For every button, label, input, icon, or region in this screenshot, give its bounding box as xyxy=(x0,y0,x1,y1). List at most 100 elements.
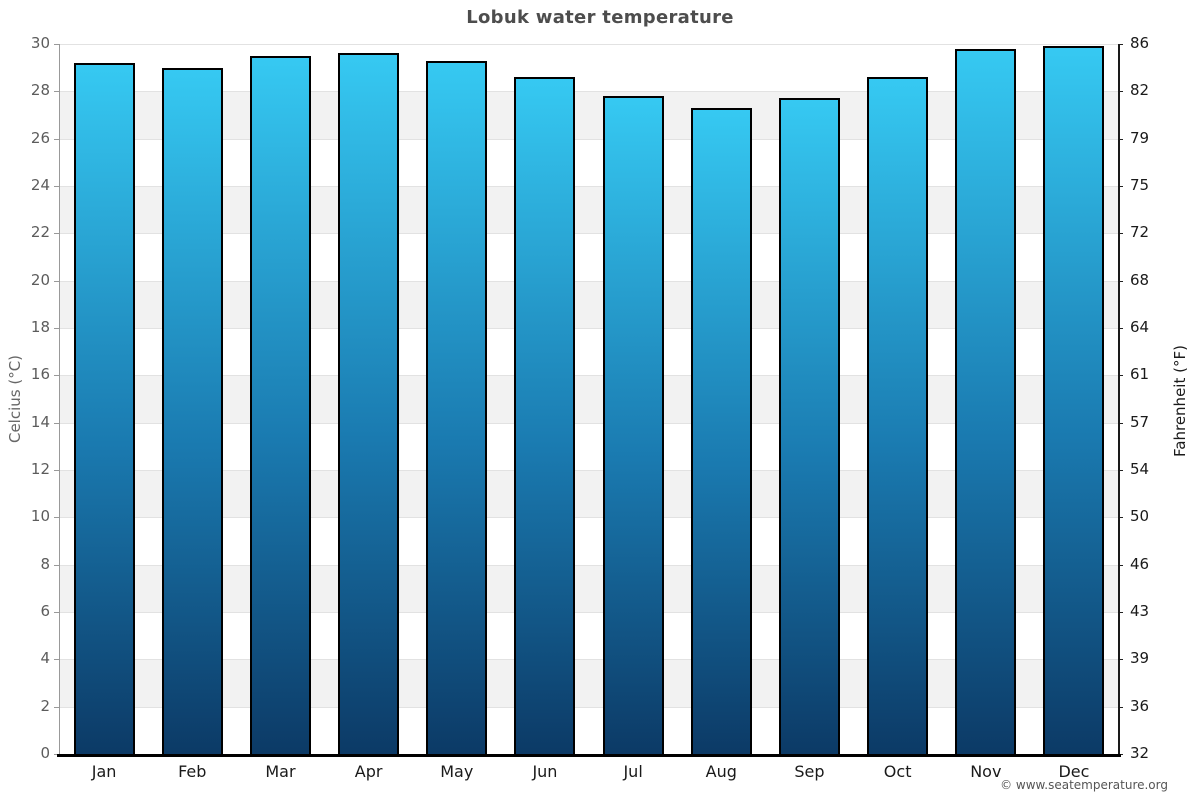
celsius-tick-mark xyxy=(54,91,60,93)
x-axis-label-oct: Oct xyxy=(883,762,912,781)
celsius-tick-label: 4 xyxy=(40,649,50,668)
bar-nov xyxy=(955,48,1017,754)
celsius-tick-mark xyxy=(54,44,60,45)
bar-slot-jan xyxy=(60,44,148,754)
grid-band xyxy=(60,91,1118,139)
celsius-tick-mark xyxy=(54,186,60,187)
bar-slot-may xyxy=(413,44,501,754)
x-axis-label-aug: Aug xyxy=(705,762,737,781)
celsius-tick-mark xyxy=(54,375,60,377)
grid-band xyxy=(60,706,1118,754)
celsius-tick-label: 14 xyxy=(30,412,50,431)
bar-slot-nov xyxy=(942,44,1030,754)
celsius-tick-mark xyxy=(54,328,60,329)
chart-title: Lobuk water temperature xyxy=(466,7,734,28)
bar-mar xyxy=(249,55,311,754)
bar-jul xyxy=(602,96,664,754)
grid-band xyxy=(60,659,1118,707)
bar-slot-aug xyxy=(677,44,765,754)
celsius-tick-mark xyxy=(54,280,60,282)
fahrenheit-tick-label: 57 xyxy=(1130,412,1150,431)
celsius-tick-label: 16 xyxy=(30,365,50,384)
bar-series xyxy=(60,44,1118,754)
fahrenheit-tick-label: 46 xyxy=(1130,554,1150,573)
bar-slot-feb xyxy=(148,44,236,754)
x-axis-label-jan: Jan xyxy=(91,762,117,781)
fahrenheit-tick-mark xyxy=(1118,91,1123,93)
y-axis-title-celsius: Celcius (°C) xyxy=(6,354,24,444)
celsius-tick-label: 10 xyxy=(30,507,50,526)
grid-band xyxy=(60,233,1118,281)
x-axis-label-apr: Apr xyxy=(354,762,383,781)
fahrenheit-tick-mark xyxy=(1118,422,1123,424)
celsius-tick-label: 24 xyxy=(30,176,50,194)
celsius-tick-label: 28 xyxy=(30,81,50,100)
x-axis-label-dec: Dec xyxy=(1058,762,1090,781)
grid-band xyxy=(60,517,1118,565)
fahrenheit-tick-label: 79 xyxy=(1130,128,1150,147)
x-axis-label-jun: Jun xyxy=(532,762,558,781)
x-axis-label-nov: Nov xyxy=(970,762,1002,781)
bar-may xyxy=(426,60,488,754)
fahrenheit-tick-mark xyxy=(1118,328,1123,329)
celsius-tick-label: 0 xyxy=(40,744,50,762)
y-axis-title-fahrenheit: Fahrenheit (°F) xyxy=(1171,345,1189,457)
bar-feb xyxy=(161,67,223,754)
grid-band xyxy=(60,44,1118,92)
fahrenheit-tick-mark xyxy=(1118,564,1123,566)
celsius-tick-mark xyxy=(54,422,60,424)
fahrenheit-tick-mark xyxy=(1118,612,1123,613)
bar-sep xyxy=(778,98,840,754)
celsius-tick-label: 18 xyxy=(30,318,50,336)
fahrenheit-tick-label: 61 xyxy=(1130,365,1150,384)
bar-apr xyxy=(338,53,400,754)
grid-band xyxy=(60,328,1118,376)
x-axis-label-sep: Sep xyxy=(794,762,825,781)
fahrenheit-tick-mark xyxy=(1118,44,1123,45)
bar-slot-mar xyxy=(236,44,324,754)
fahrenheit-tick-mark xyxy=(1118,470,1123,471)
celsius-tick-label: 20 xyxy=(30,270,50,289)
celsius-tick-label: 22 xyxy=(30,223,50,242)
fahrenheit-tick-mark xyxy=(1118,186,1123,187)
bar-slot-oct xyxy=(854,44,942,754)
x-axis-line xyxy=(57,754,1121,757)
celsius-tick-label: 12 xyxy=(30,460,50,478)
fahrenheit-tick-mark xyxy=(1118,375,1123,377)
bar-oct xyxy=(867,77,929,754)
fahrenheit-tick-label: 72 xyxy=(1130,223,1150,242)
fahrenheit-tick-label: 68 xyxy=(1130,270,1150,289)
celsius-tick-mark xyxy=(54,138,60,140)
fahrenheit-tick-label: 43 xyxy=(1130,602,1150,620)
celsius-tick-mark xyxy=(54,612,60,613)
x-axis-label-feb: Feb xyxy=(178,762,207,781)
y-axis-line-left xyxy=(59,44,60,754)
fahrenheit-tick-label: 82 xyxy=(1130,81,1150,100)
y-axis-line-right xyxy=(1118,44,1120,754)
celsius-tick-mark xyxy=(54,706,60,708)
grid-band xyxy=(60,612,1118,660)
fahrenheit-tick-mark xyxy=(1118,138,1123,140)
plot-area-background xyxy=(60,44,1118,754)
fahrenheit-tick-mark xyxy=(1118,659,1123,661)
bar-jan xyxy=(73,62,135,754)
fahrenheit-tick-label: 36 xyxy=(1130,696,1150,715)
celsius-tick-mark xyxy=(54,233,60,235)
celsius-tick-label: 8 xyxy=(40,554,50,573)
grid-band xyxy=(60,280,1118,328)
grid-band xyxy=(60,186,1118,234)
grid-band xyxy=(60,470,1118,518)
fahrenheit-tick-label: 86 xyxy=(1130,34,1150,52)
bar-slot-dec xyxy=(1030,44,1118,754)
grid-band xyxy=(60,564,1118,612)
fahrenheit-tick-mark xyxy=(1118,233,1123,235)
x-axis-label-mar: Mar xyxy=(265,762,296,781)
attribution-text: © www.seatemperature.org xyxy=(1000,778,1168,792)
bar-slot-sep xyxy=(765,44,853,754)
bar-dec xyxy=(1043,46,1105,754)
celsius-tick-mark xyxy=(54,517,60,519)
fahrenheit-tick-label: 54 xyxy=(1130,460,1150,478)
celsius-tick-label: 6 xyxy=(40,602,50,620)
grid-band xyxy=(60,422,1118,470)
